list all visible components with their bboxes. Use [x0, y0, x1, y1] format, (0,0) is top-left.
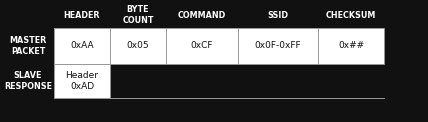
Bar	[318, 28, 384, 64]
Text: BYTE
COUNT: BYTE COUNT	[122, 5, 154, 25]
Bar	[166, 28, 238, 64]
Text: 0x05: 0x05	[127, 41, 149, 51]
Text: SLAVE
RESPONSE: SLAVE RESPONSE	[4, 71, 52, 91]
Bar	[54, 64, 110, 98]
Text: 0x0F-0xFF: 0x0F-0xFF	[255, 41, 301, 51]
Text: MASTER
PACKET: MASTER PACKET	[9, 36, 47, 56]
Bar	[110, 28, 166, 64]
Text: SSID: SSID	[268, 10, 288, 20]
Bar	[110, 28, 166, 64]
Text: HEADER: HEADER	[64, 10, 100, 20]
Bar	[238, 28, 318, 64]
Bar	[54, 64, 110, 98]
Text: Header
0xAD: Header 0xAD	[65, 71, 98, 91]
Text: 0xCF: 0xCF	[191, 41, 213, 51]
Bar	[54, 28, 110, 64]
Bar	[318, 28, 384, 64]
Bar	[54, 28, 110, 64]
Text: COMMAND: COMMAND	[178, 10, 226, 20]
Text: CHECKSUM: CHECKSUM	[326, 10, 376, 20]
Bar	[238, 28, 318, 64]
Text: 0x##: 0x##	[338, 41, 364, 51]
Bar	[166, 28, 238, 64]
Text: 0xAA: 0xAA	[70, 41, 94, 51]
